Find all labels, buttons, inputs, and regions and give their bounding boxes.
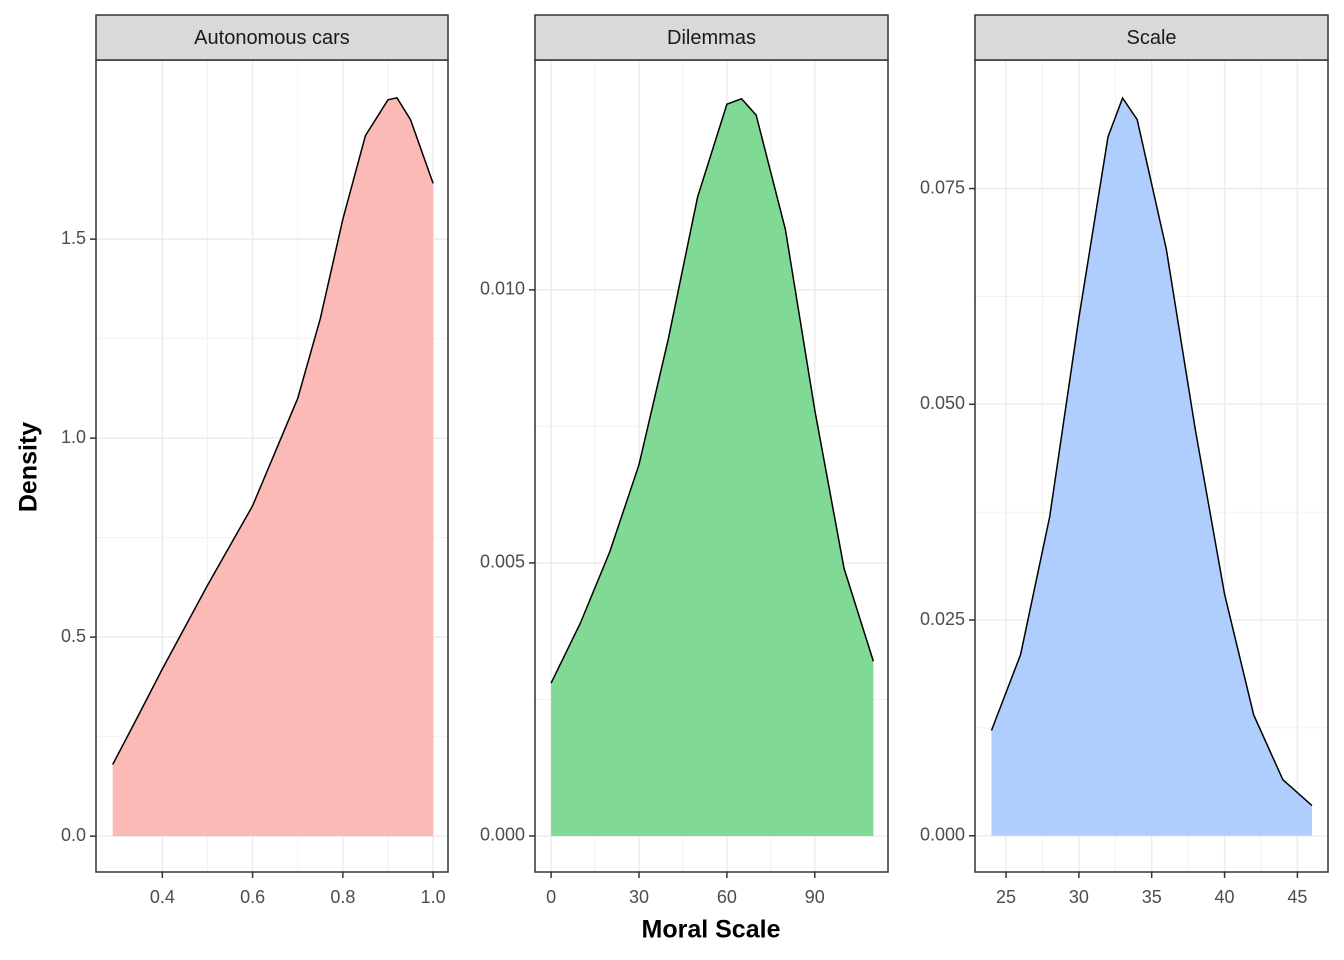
y-tick-label: 0.0: [61, 825, 86, 845]
density-line: [550, 97, 875, 684]
x-axis-title: Moral Scale: [642, 916, 781, 944]
x-tick-label: 1.0: [421, 887, 446, 907]
density-area: [551, 98, 874, 836]
y-tick-label: 0.5: [61, 626, 86, 646]
density-area: [991, 97, 1312, 836]
y-tick-label: 0.000: [920, 825, 965, 845]
x-tick-label: 0.6: [240, 887, 265, 907]
x-tick-label: 25: [996, 887, 1016, 907]
y-tick-label: 1.0: [61, 427, 86, 447]
x-tick-label: 0.8: [330, 887, 355, 907]
y-tick-label: 0.005: [480, 552, 525, 572]
y-tick-label: 0.000: [480, 825, 525, 845]
strip: [534, 14, 889, 61]
y-tick-label: 0.010: [480, 279, 525, 299]
y-axis-title: Density: [15, 422, 43, 512]
density-line: [112, 96, 434, 765]
y-tick-label: 0.075: [920, 177, 965, 197]
y-tick-label: 1.5: [61, 228, 86, 248]
strip-title: Scale: [1126, 27, 1176, 49]
y-tick-label: 0.050: [920, 393, 965, 413]
x-tick-label: 35: [1142, 887, 1162, 907]
density-area: [112, 97, 434, 837]
x-tick-label: 90: [805, 887, 825, 907]
x-tick-label: 45: [1287, 887, 1307, 907]
x-tick-label: 40: [1215, 887, 1235, 907]
x-tick-label: 30: [1069, 887, 1089, 907]
x-tick-label: 0: [546, 887, 556, 907]
y-tick-label: 0.025: [920, 609, 965, 629]
x-tick-label: 0.4: [150, 887, 175, 907]
density-line: [990, 96, 1313, 807]
x-tick-label: 60: [717, 887, 737, 907]
strip: [95, 14, 449, 61]
strip-title: Autonomous cars: [194, 27, 350, 49]
strip: [974, 14, 1329, 61]
x-tick-label: 30: [629, 887, 649, 907]
strip-title: Dilemmas: [667, 27, 756, 49]
